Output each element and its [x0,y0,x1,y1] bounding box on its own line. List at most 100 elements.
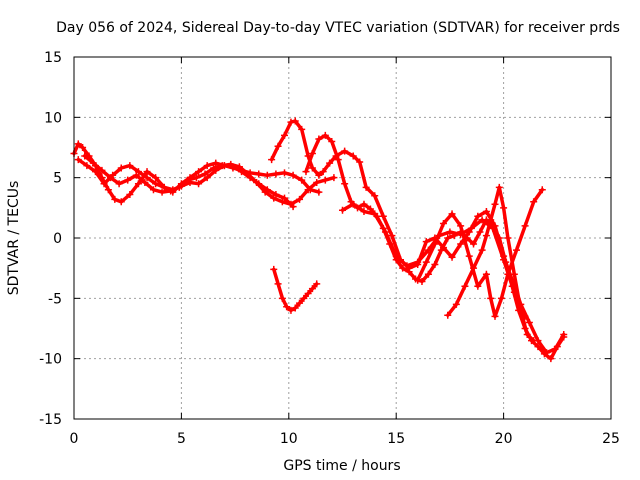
data-point [100,180,108,188]
data-point [457,240,465,248]
data-point [74,140,82,148]
data-point [500,204,508,212]
data-point [218,162,226,170]
data-point [201,170,209,178]
data-point [203,162,211,170]
data-point [349,152,357,160]
data-point [504,270,512,278]
x-tick-label: 0 [70,431,79,447]
data-point [414,276,422,284]
data-point [313,280,321,288]
data-point [487,216,495,224]
data-point [281,194,289,202]
data-point [510,270,518,278]
data-point [255,170,263,178]
data-point [491,200,499,208]
data-point [152,174,160,182]
data-point [444,234,452,242]
data-point [302,168,310,176]
data-point [83,162,91,170]
data-point [315,135,323,143]
data-point [371,210,379,218]
y-tick-label: -10 [39,352,62,368]
y-tick-label: 15 [44,50,62,66]
data-point [107,174,115,182]
data-point [360,200,368,208]
data-point [143,174,151,182]
data-point [126,191,134,199]
y-tick-label: -5 [48,291,62,307]
data-point [289,171,297,179]
data-point [195,180,203,188]
data-point [111,195,119,203]
data-point [530,198,538,206]
y-tick-label: -15 [39,412,62,428]
data-point [287,118,295,126]
data-point [227,160,235,168]
x-tick-label: 15 [387,431,405,447]
data-point [334,156,342,164]
data-point [388,232,396,240]
data-point [504,234,512,242]
data-point [547,355,555,363]
data-point [540,350,548,358]
y-tick-label: 0 [53,231,62,247]
data-point [126,162,134,170]
x-tick-label: 5 [177,431,186,447]
data-point [467,224,475,232]
data-point [525,318,533,326]
data-point [424,270,432,278]
data-point [517,306,525,314]
data-point [452,300,460,308]
data-point [474,212,482,220]
data-point [403,262,411,270]
data-point [91,168,99,176]
data-point [167,187,175,195]
plot-frame [73,56,612,420]
data-point [296,195,304,203]
x-tick-label: 10 [280,431,298,447]
data-point [195,168,203,176]
data-point [379,212,387,220]
series-track-c [81,152,338,208]
data-point [308,150,316,158]
data-point [474,282,482,290]
data-point [530,337,538,345]
data-point [321,176,329,184]
y-axis-label: SDTVAR / TECUs [6,181,22,296]
data-point [439,220,447,228]
data-point [356,158,364,166]
data-point [491,312,499,320]
data-point [244,170,252,178]
data-point [296,299,304,307]
data-point [341,147,349,155]
series-track-i [270,265,321,314]
data-point [371,192,379,200]
data-point [134,180,142,188]
series-track-h [444,183,538,345]
data-point [326,159,334,167]
data-point [270,265,278,273]
data-point [538,186,546,194]
data-point [124,176,132,184]
data-point [291,117,299,125]
data-point [448,253,456,261]
data-point [553,343,561,351]
series-trace [272,267,319,313]
data-point [149,186,157,194]
x-axis-label: GPS time / hours [283,458,400,474]
data-point [446,228,454,236]
data-point [74,156,82,164]
chart-title: Day 056 of 2024, Sidereal Day-to-day VTE… [56,20,620,36]
data-point [308,285,316,293]
plot-area [70,117,568,363]
data-point [117,164,125,172]
data-point [476,228,484,236]
data-point [319,168,327,176]
data-point [482,207,490,215]
data-point [560,333,568,341]
data-point [422,258,430,266]
series-trace [340,202,527,319]
series-track-g [414,186,546,320]
